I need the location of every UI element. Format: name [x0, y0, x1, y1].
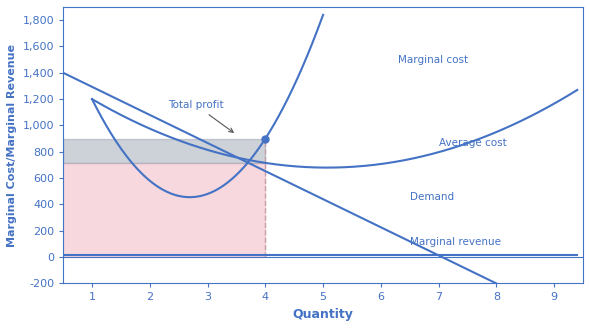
Text: Total profit: Total profit	[168, 100, 233, 132]
Text: Demand: Demand	[409, 192, 454, 202]
X-axis label: Quantity: Quantity	[293, 308, 353, 321]
Text: Marginal revenue: Marginal revenue	[409, 237, 501, 247]
Text: Marginal cost: Marginal cost	[398, 55, 468, 65]
Text: Average cost: Average cost	[438, 137, 506, 148]
Y-axis label: Marginal Cost/Marginal Revenue: Marginal Cost/Marginal Revenue	[7, 44, 17, 247]
